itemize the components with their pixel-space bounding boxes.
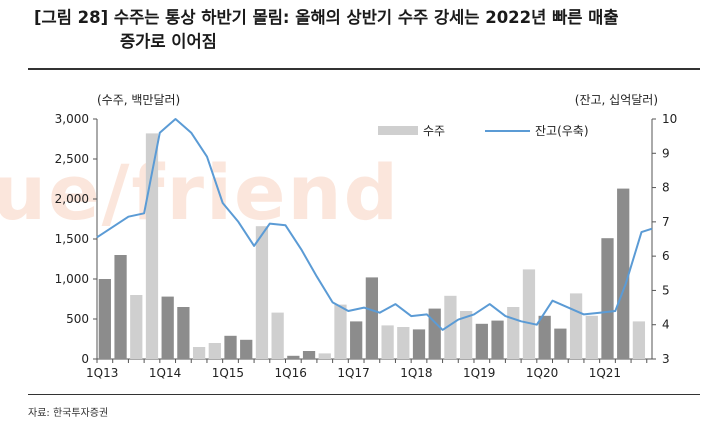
- order-bar: [114, 255, 127, 359]
- legend-line-label: 잔고(우축): [535, 124, 589, 138]
- order-bar: [428, 308, 441, 359]
- order-bar: [475, 323, 488, 359]
- order-bar: [522, 269, 536, 359]
- order-bar: [585, 315, 598, 359]
- right-tick-label: 9: [662, 146, 670, 160]
- right-tick-label: 10: [662, 112, 677, 126]
- order-bar: [538, 315, 551, 359]
- chart-bars: [98, 133, 646, 359]
- order-bar: [287, 355, 300, 359]
- left-tick-label: 3,000: [55, 112, 89, 126]
- left-tick-label: 1,000: [55, 272, 89, 286]
- left-tick-label: 2,000: [55, 192, 89, 206]
- chart-labels: 0 500 1,000 1,500 2,000 2,500 3,000 3 4 5 6 7 8 9 10 1Q…: [55, 93, 678, 380]
- legend-bar-label: 수주: [423, 124, 445, 138]
- order-bar: [192, 347, 206, 359]
- legend-bar-swatch: [378, 126, 418, 135]
- order-bar: [177, 307, 190, 359]
- order-bar: [350, 321, 363, 359]
- right-tick-label: 8: [662, 181, 670, 195]
- order-bar: [130, 295, 143, 359]
- x-tick-label: 1Q16: [275, 366, 307, 380]
- order-bar: [554, 328, 567, 359]
- right-tick-label: 3: [662, 352, 670, 366]
- bottom-divider: [28, 394, 700, 395]
- order-bar: [381, 325, 394, 359]
- left-axis-unit: (수주, 백만달러): [97, 93, 180, 107]
- x-tick-label: 1Q15: [212, 366, 244, 380]
- right-tick-label: 4: [662, 318, 670, 332]
- left-tick-label: 500: [66, 312, 89, 326]
- left-tick-label: 0: [81, 352, 89, 366]
- order-bar: [302, 351, 316, 359]
- x-tick-label: 1Q21: [589, 366, 621, 380]
- left-tick-label: 2,500: [55, 152, 89, 166]
- order-bar: [507, 307, 520, 359]
- order-bar: [98, 279, 111, 359]
- order-bar: [334, 304, 347, 359]
- figure-title-line1: [그림 28] 수주는 통상 하반기 몰림: 올해의 상반기 수주 강세는 20…: [34, 8, 619, 27]
- right-tick-label: 7: [662, 215, 670, 229]
- order-bar: [569, 293, 583, 359]
- right-axis-unit: (잔고, 십억달러): [575, 93, 658, 107]
- order-bar: [617, 188, 630, 359]
- order-bar: [255, 226, 269, 359]
- source-note: 자료: 한국투자증권: [28, 408, 109, 419]
- order-bar: [397, 327, 410, 359]
- order-bar: [240, 339, 253, 359]
- x-tick-label: 1Q20: [526, 366, 558, 380]
- backlog-series-line: [96, 118, 653, 331]
- right-tick-label: 5: [662, 283, 670, 297]
- top-divider: [28, 68, 700, 70]
- order-bar: [365, 277, 379, 359]
- order-bar: [224, 335, 237, 359]
- left-tick-label: 1,500: [55, 232, 89, 246]
- order-bar: [271, 312, 284, 359]
- order-bar: [601, 238, 614, 359]
- watermark-logo: ue/friend: [0, 148, 401, 237]
- x-tick-label: 1Q18: [400, 366, 432, 380]
- order-bar: [318, 353, 331, 359]
- order-bar: [632, 321, 646, 359]
- figure-title-line2: 증가로 이어짐: [120, 32, 217, 51]
- order-bar: [491, 320, 504, 359]
- figure-title: [그림 28] 수주는 통상 하반기 몰림: 올해의 상반기 수주 강세는 20…: [34, 6, 714, 54]
- chart-line: [96, 118, 653, 331]
- order-bar: [145, 133, 159, 359]
- order-bar: [460, 311, 473, 359]
- order-bar: [412, 329, 426, 359]
- x-tick-label: 1Q19: [463, 366, 495, 380]
- order-bar: [208, 343, 221, 359]
- x-tick-label: 1Q14: [149, 366, 181, 380]
- x-tick-label: 1Q13: [86, 366, 118, 380]
- x-tick-label: 1Q17: [337, 366, 369, 380]
- right-tick-label: 6: [662, 249, 670, 263]
- order-bar: [161, 296, 174, 359]
- order-bar: [444, 295, 457, 359]
